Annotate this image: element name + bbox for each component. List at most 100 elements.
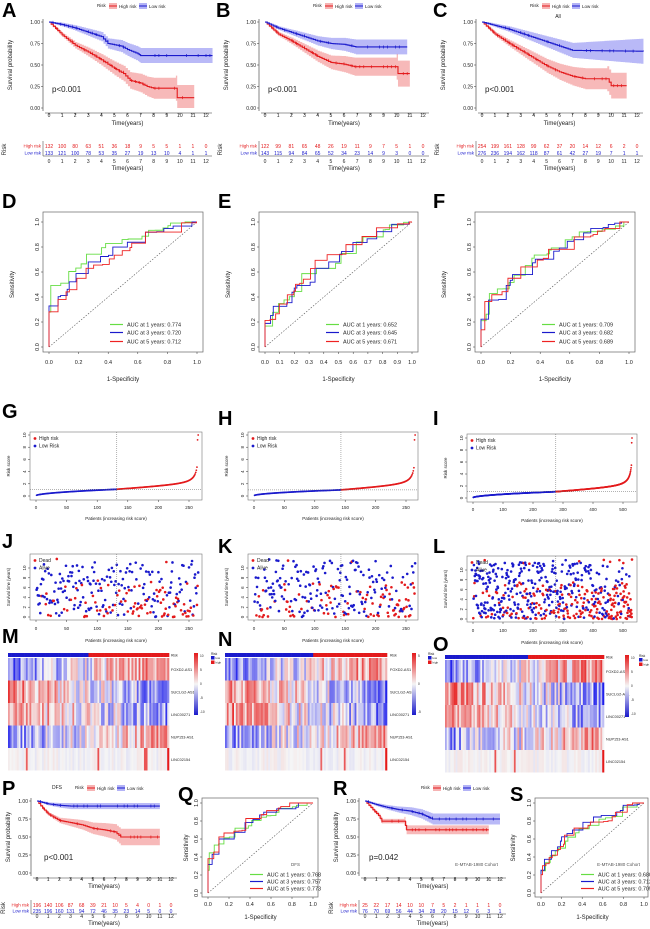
heatmap-cell — [561, 727, 564, 750]
alive-point — [362, 573, 365, 577]
heatmap-cell — [239, 680, 242, 703]
alive-point — [128, 569, 131, 573]
heatmap-cell — [345, 680, 348, 703]
alive-point — [387, 605, 391, 608]
y-tick-label: 0.6 — [35, 268, 41, 276]
panel-o: ORiskFOXD2-AS1SUCLG2-AS1LINC00271NUP153-… — [433, 634, 650, 773]
heatmap-cell — [374, 703, 377, 726]
heatmap-cell — [586, 727, 589, 750]
risk-annotation-cell — [239, 653, 242, 657]
heatmap-cell — [257, 658, 260, 681]
legend-swatch — [639, 658, 643, 662]
dead-point — [487, 594, 491, 598]
heatmap-cell — [124, 658, 127, 681]
heatmap-cell — [255, 725, 258, 748]
heatmap-cell — [67, 703, 70, 726]
confidence-band — [482, 22, 644, 64]
alive-point — [53, 590, 56, 593]
heatmap-cell — [161, 658, 164, 681]
alive-point — [484, 607, 487, 611]
heatmap-cell — [95, 680, 98, 703]
dead-point — [595, 607, 599, 611]
heatmap-cell — [336, 703, 339, 726]
heatmap-cell — [142, 658, 145, 681]
risk-table-x-tick-label: 1 — [375, 914, 378, 920]
risk-table-x-tick-label: 3 — [397, 914, 400, 920]
legend-label: Alive — [39, 566, 50, 572]
heatmap-cell — [374, 680, 377, 703]
alive-point — [303, 611, 306, 615]
dead-point — [481, 591, 485, 595]
dead-point — [597, 617, 600, 621]
heatmap-cell — [95, 725, 98, 748]
alive-point — [348, 592, 352, 596]
heatmap-cell — [142, 748, 145, 771]
heatmap-cell — [261, 680, 264, 703]
heatmap-cell — [513, 705, 516, 728]
alive-point — [556, 592, 559, 596]
heatmap-cell — [306, 680, 309, 703]
x-tick-label: 7 — [114, 877, 117, 883]
heatmap-cell — [556, 705, 559, 728]
x-tick-label: 1 — [47, 877, 50, 883]
heatmap-cell — [140, 725, 143, 748]
risk-score-point — [629, 469, 632, 471]
alive-point — [368, 576, 371, 579]
heatmap-cell — [124, 725, 127, 748]
risk-annotation-cell — [86, 653, 89, 657]
heatmap-cell — [492, 660, 495, 683]
heatmap-cell — [50, 680, 54, 703]
alive-point — [524, 563, 528, 567]
alive-point — [123, 586, 127, 590]
heatmap-cell — [97, 658, 100, 681]
heatmap-cell — [45, 725, 48, 748]
alive-point — [356, 561, 359, 565]
heatmap-cell — [471, 705, 474, 728]
heatmap-cell — [469, 682, 472, 705]
y-axis-label: Risk score — [443, 457, 448, 479]
alive-point — [619, 612, 623, 616]
risk-annotation-cell — [385, 653, 388, 657]
alive-point — [561, 601, 565, 604]
heatmap-cell — [101, 748, 104, 771]
heatmap-cell — [361, 748, 364, 771]
y-axis-label: Survival probability — [441, 40, 447, 90]
heatmap-cell — [363, 703, 366, 726]
dead-point — [73, 596, 77, 600]
heatmap-cell — [316, 658, 319, 681]
risk-annotation-cell — [99, 653, 102, 657]
roc-curve — [264, 221, 412, 347]
heatmap-cell — [270, 703, 273, 726]
dead-point — [612, 598, 615, 602]
dead-point — [182, 603, 186, 606]
y-tick-label: 1.00 — [246, 20, 256, 26]
risk-annotation-cell — [520, 655, 524, 659]
heatmap-cell — [160, 725, 163, 748]
heatmap-cell — [471, 682, 474, 705]
alive-point — [53, 602, 57, 606]
heatmap-cell — [519, 750, 522, 773]
heatmap-cell — [279, 703, 282, 726]
dead-point — [46, 613, 50, 617]
dead-point — [615, 587, 619, 590]
heatmap-cell — [273, 703, 276, 726]
heatmap-cell — [513, 682, 516, 705]
p-value: p<0.001 — [52, 85, 82, 94]
gene-label: LINC02154 — [390, 758, 409, 762]
heatmap-cell — [378, 680, 381, 703]
risk-table-x-tick-label: 1 — [61, 159, 64, 165]
risk-table-x-tick-label: 6 — [103, 914, 106, 920]
heatmap-cell — [452, 660, 455, 683]
heatmap-cell — [446, 750, 449, 773]
alive-point — [287, 582, 290, 586]
risk-table-x-tick-label: 6 — [343, 159, 346, 165]
heatmap-cell — [476, 660, 479, 683]
x-tick-label: 0 — [364, 877, 367, 883]
dead-point — [283, 583, 286, 586]
alive-point — [324, 591, 328, 595]
alive-point — [498, 610, 502, 614]
risk-annotation-cell — [286, 653, 289, 657]
dead-point — [143, 603, 147, 606]
dead-point — [538, 603, 541, 607]
risk-annotation-cell — [63, 653, 66, 657]
